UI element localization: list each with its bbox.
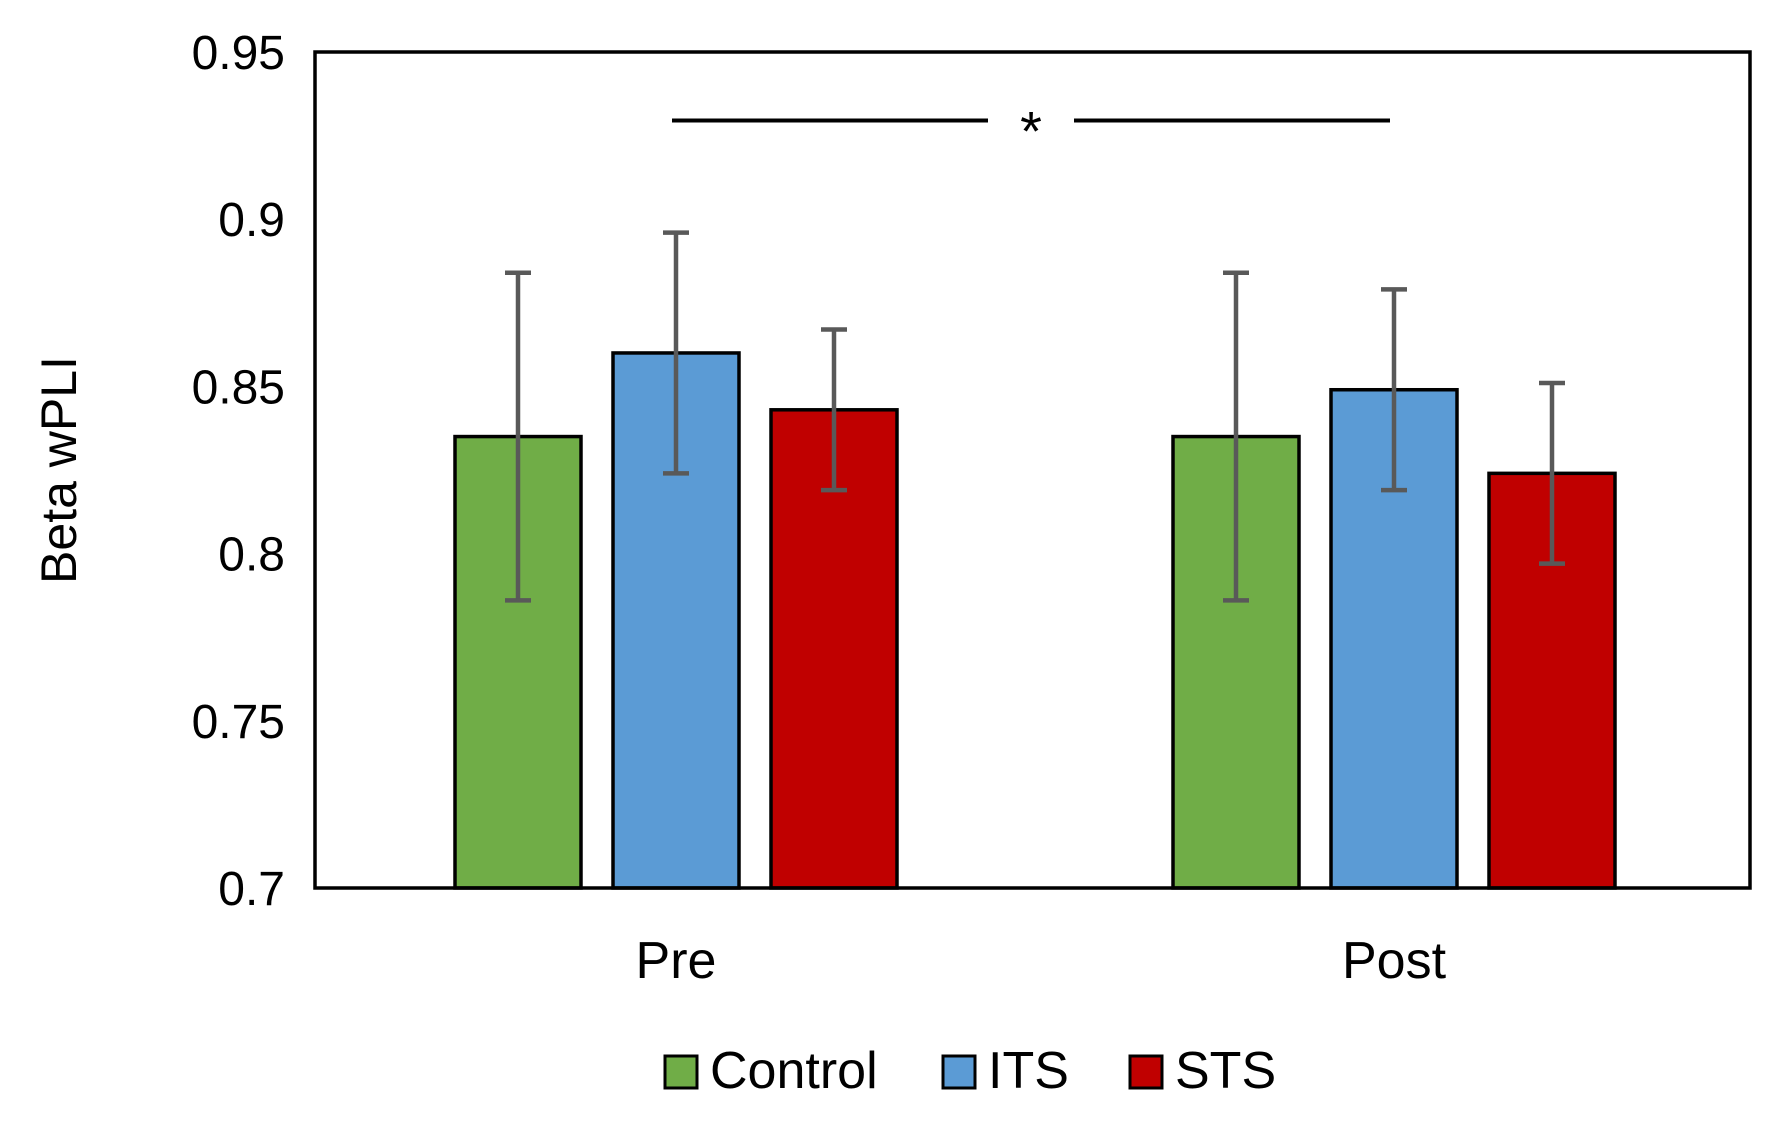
x-tick-label: Post: [1342, 932, 1447, 990]
legend-label: ITS: [988, 1042, 1069, 1100]
bar-control-post: [1171, 434, 1301, 890]
error-bar-sts-post: [1539, 380, 1565, 566]
y-tick-label: 0.9: [218, 194, 285, 247]
legend-label: STS: [1175, 1042, 1276, 1100]
bars-layer: [453, 351, 1617, 890]
error-bar-its-post: [1381, 287, 1407, 493]
error-bar-sts-pre: [821, 327, 847, 493]
y-axis-ticks: 0.7 0.75 0.8 0.85 0.9 0.95: [192, 27, 285, 916]
y-tick-label: 0.8: [218, 529, 285, 582]
x-axis-labels: Pre Post: [636, 932, 1447, 990]
legend-swatch: [663, 1054, 699, 1090]
legend-swatch: [1128, 1054, 1164, 1090]
y-tick-label: 0.75: [192, 696, 285, 749]
y-axis-label: Beta wPLI: [31, 356, 87, 584]
x-tick-label: Pre: [636, 932, 717, 990]
y-tick-label: 0.85: [192, 361, 285, 414]
legend: Control ITS STS: [663, 1042, 1276, 1100]
significance-annotation: *: [672, 100, 1390, 163]
error-bar-its-pre: [663, 230, 689, 476]
error-bar-control-post: [1223, 270, 1249, 603]
error-bars-layer: [505, 230, 1565, 603]
y-tick-label: 0.95: [192, 27, 285, 80]
significance-star: *: [1020, 100, 1042, 163]
legend-item-sts: STS: [1128, 1042, 1276, 1100]
error-bar-control-pre: [505, 270, 531, 603]
legend-item-control: Control: [663, 1042, 878, 1100]
y-tick-label: 0.7: [218, 863, 285, 916]
plot-frame: [313, 50, 1752, 890]
legend-item-its: ITS: [941, 1042, 1069, 1100]
legend-swatch: [941, 1054, 977, 1090]
legend-label: Control: [710, 1042, 878, 1100]
